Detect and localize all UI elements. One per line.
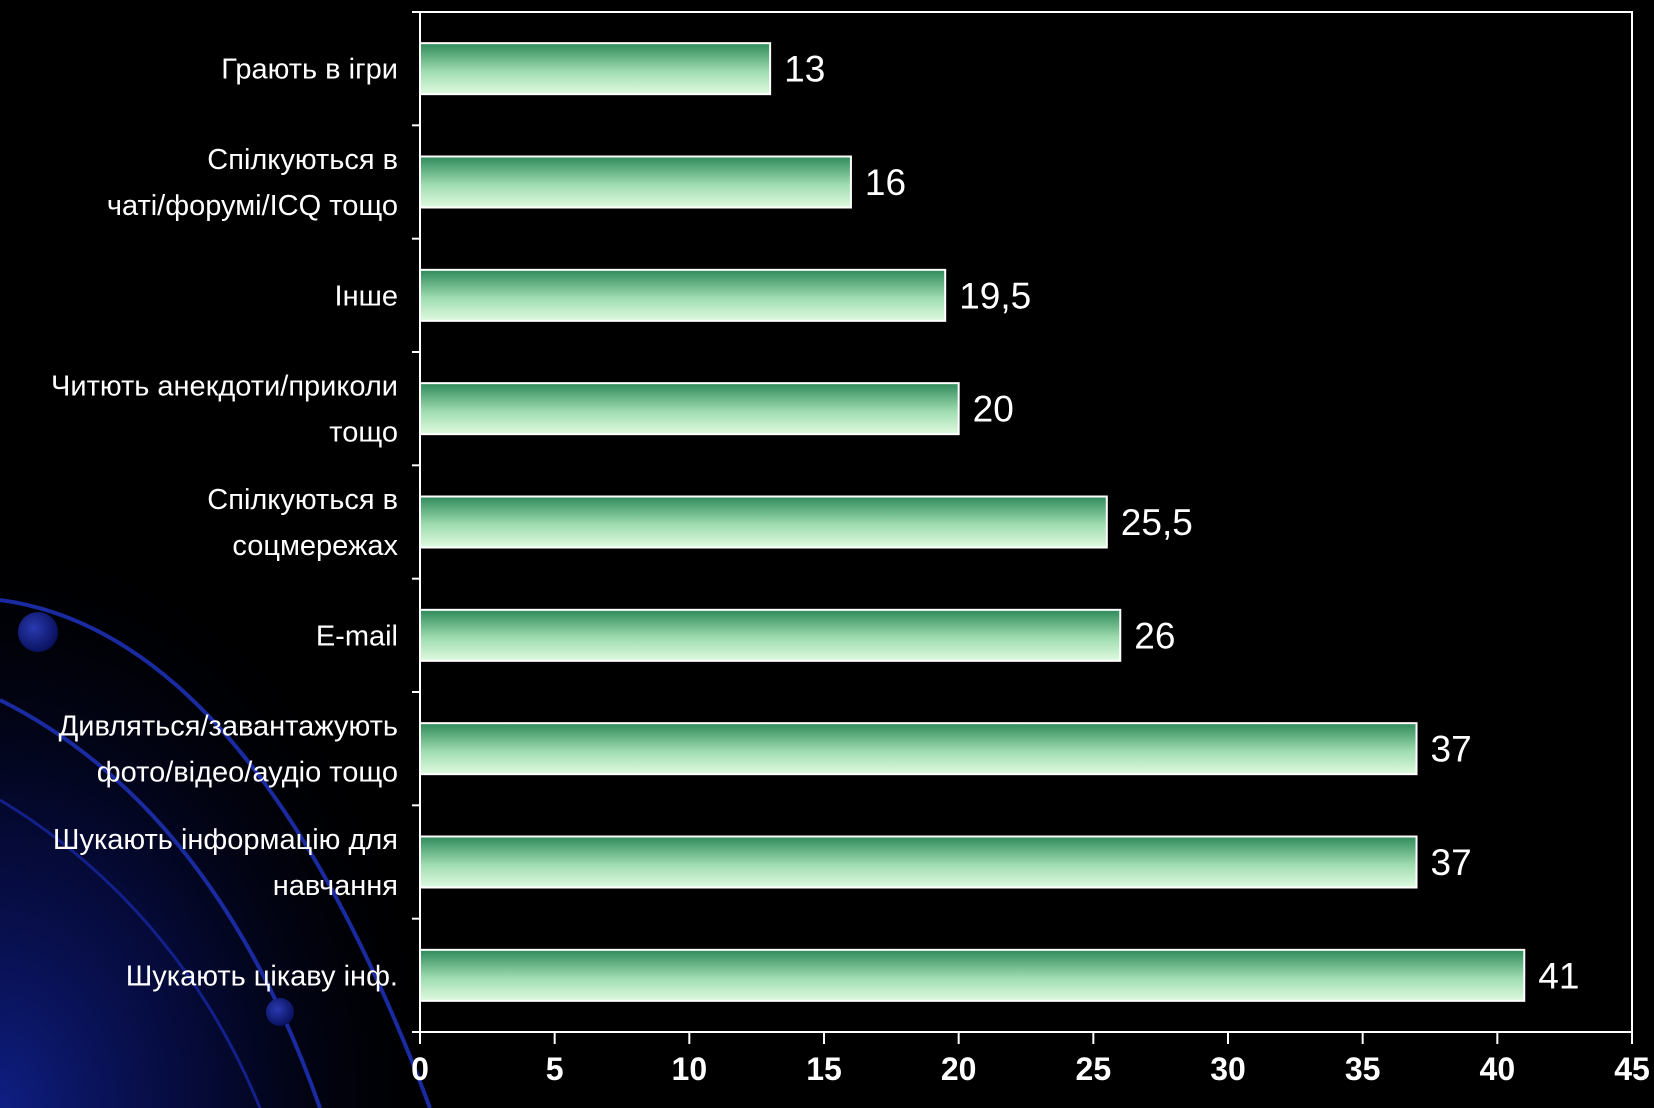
bar bbox=[419, 608, 1122, 662]
category-label: Грають в ігри bbox=[221, 54, 398, 86]
category-label: навчання bbox=[273, 870, 398, 902]
bar bbox=[419, 268, 947, 322]
data-label: 19,5 bbox=[959, 275, 1031, 316]
data-label: 37 bbox=[1431, 842, 1472, 883]
category-labels: Грають в ігри Спілкуються в чаті/форумі/IC… bbox=[51, 54, 398, 993]
category-label: Спілкуються в bbox=[207, 144, 398, 176]
x-tick-label: 10 bbox=[672, 1051, 708, 1087]
decor-arc-3 bbox=[0, 798, 262, 1108]
category-label: Шукають інформацію для bbox=[53, 824, 398, 856]
bar bbox=[419, 495, 1108, 549]
decor-dot-2 bbox=[266, 998, 294, 1026]
x-tick-label: 40 bbox=[1480, 1051, 1516, 1087]
category-label: Читють анекдоти/приколи bbox=[51, 371, 398, 403]
x-tick-label: 45 bbox=[1614, 1051, 1650, 1087]
bar bbox=[419, 382, 960, 436]
x-tick-label: 25 bbox=[1076, 1051, 1112, 1087]
category-label: тощо bbox=[329, 417, 398, 449]
x-tick-label: 0 bbox=[411, 1051, 429, 1087]
bar bbox=[419, 155, 852, 209]
x-tick-labels: 0 5 10 15 20 25 30 35 40 45 bbox=[411, 1051, 1650, 1087]
decor-dot-1 bbox=[18, 612, 58, 652]
bar bbox=[419, 835, 1418, 889]
bar bbox=[419, 948, 1526, 1002]
data-label: 20 bbox=[973, 389, 1014, 430]
x-tick-label: 15 bbox=[806, 1051, 842, 1087]
data-label: 26 bbox=[1134, 615, 1175, 656]
x-tick-label: 20 bbox=[941, 1051, 977, 1087]
decor-arc-1 bbox=[0, 598, 432, 1108]
x-tick-label: 35 bbox=[1345, 1051, 1381, 1087]
data-label: 13 bbox=[784, 49, 825, 90]
category-label: соцмережах bbox=[232, 530, 398, 562]
bars bbox=[419, 42, 1526, 1002]
category-label: Спілкуються в bbox=[207, 484, 398, 516]
data-label: 25,5 bbox=[1121, 502, 1193, 543]
x-tick-label: 30 bbox=[1210, 1051, 1246, 1087]
bar bbox=[419, 722, 1418, 776]
x-tick-label: 5 bbox=[546, 1051, 564, 1087]
data-label: 16 bbox=[865, 162, 906, 203]
category-label: E-mail bbox=[316, 620, 398, 652]
category-label: Інше bbox=[335, 280, 398, 312]
category-label: Шукають цікаву інф. bbox=[126, 960, 398, 992]
decor-glow bbox=[0, 560, 420, 1108]
data-label: 37 bbox=[1431, 729, 1472, 770]
data-label: 41 bbox=[1538, 955, 1579, 996]
value-labels: 13 16 19,5 20 25,5 26 37 37 41 bbox=[784, 49, 1579, 997]
category-label: Дивляться/завантажують bbox=[59, 711, 398, 743]
category-label: чаті/форумі/ICQ тощо bbox=[107, 190, 398, 222]
category-label: фото/відео/аудіо тощо bbox=[97, 757, 398, 789]
bar bbox=[419, 42, 772, 96]
